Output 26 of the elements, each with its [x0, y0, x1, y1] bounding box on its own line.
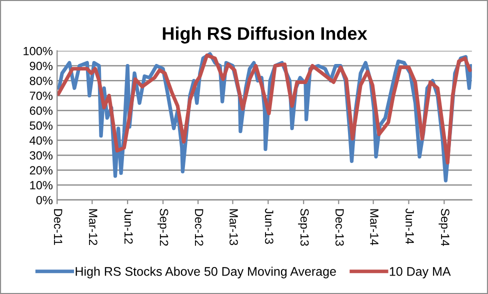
x-tick-label: Dec-12 — [194, 209, 204, 246]
legend-label: 10 Day MA — [390, 267, 451, 278]
y-tick-label: 40% — [30, 136, 53, 145]
x-tick-label: Jun-12 — [124, 208, 133, 244]
legend-label: High RS Stocks Above 50 Day Moving Average — [76, 266, 336, 278]
x-tick-label: Dec-13 — [335, 209, 344, 246]
y-tick-label: 50% — [30, 121, 53, 130]
y-tick-label: 80% — [30, 76, 53, 86]
y-tick-label: 0% — [36, 196, 53, 204]
y-tick-label: 60% — [30, 106, 53, 115]
y-tick-label: 90% — [30, 62, 53, 70]
x-tick-label: Jun-13 — [264, 208, 274, 244]
x-tick-label: Sep-12 — [158, 208, 168, 246]
x-tick-label: Sep-13 — [298, 208, 309, 246]
x-tick-label: Mar-14 — [370, 209, 378, 246]
y-tick-label: 20% — [30, 166, 53, 174]
y-tick-label: 70% — [30, 92, 53, 100]
y-tick-label: 100% — [24, 46, 53, 56]
y-tick-label: 30% — [30, 151, 53, 160]
y-tick-label: 10% — [30, 181, 53, 190]
x-tick-label: Mar-13 — [230, 209, 238, 246]
x-tick-label: Dec-11 — [54, 209, 62, 245]
x-tick-label: Sep-14 — [438, 208, 450, 246]
chart-title: High RS Diffusion Index — [162, 26, 368, 44]
x-tick-label: Mar-12 — [88, 209, 98, 246]
x-tick-label: Jun-14 — [406, 208, 414, 244]
